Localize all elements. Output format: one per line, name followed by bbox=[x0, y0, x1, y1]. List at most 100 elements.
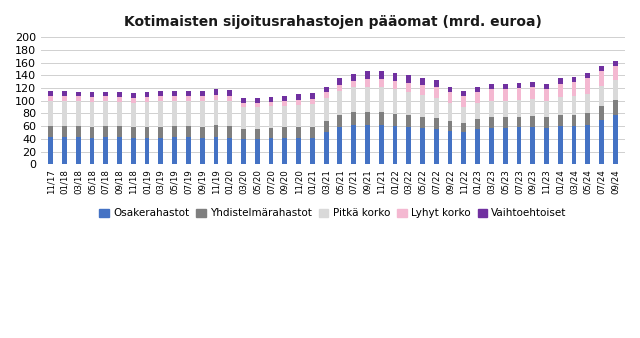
Bar bbox=[531, 116, 535, 127]
Bar bbox=[337, 91, 342, 115]
Bar bbox=[296, 138, 301, 164]
Bar bbox=[461, 91, 467, 96]
Bar bbox=[241, 107, 246, 129]
Bar bbox=[406, 92, 411, 115]
Bar bbox=[420, 78, 425, 85]
Bar bbox=[544, 128, 549, 164]
Bar bbox=[379, 71, 383, 79]
Bar bbox=[296, 94, 301, 100]
Bar bbox=[586, 113, 590, 125]
Bar bbox=[103, 101, 108, 126]
Bar bbox=[447, 121, 452, 131]
Bar bbox=[103, 126, 108, 137]
Bar bbox=[476, 129, 480, 164]
Bar bbox=[62, 91, 67, 96]
Bar bbox=[461, 123, 467, 132]
Bar bbox=[145, 97, 150, 102]
Bar bbox=[613, 80, 618, 100]
Bar bbox=[351, 81, 356, 87]
Bar bbox=[613, 66, 618, 80]
Bar bbox=[365, 125, 370, 164]
Bar bbox=[503, 117, 508, 128]
Bar bbox=[200, 91, 205, 96]
Bar bbox=[200, 127, 205, 138]
Bar bbox=[599, 71, 604, 86]
Bar bbox=[516, 83, 522, 88]
Bar bbox=[531, 99, 535, 116]
Bar bbox=[351, 74, 356, 81]
Bar bbox=[186, 101, 191, 126]
Bar bbox=[489, 101, 494, 117]
Bar bbox=[227, 126, 232, 138]
Bar bbox=[172, 101, 177, 126]
Bar bbox=[572, 96, 577, 115]
Bar bbox=[544, 117, 549, 128]
Bar bbox=[269, 106, 273, 128]
Bar bbox=[117, 126, 122, 137]
Bar bbox=[337, 78, 342, 85]
Bar bbox=[392, 114, 397, 126]
Bar bbox=[434, 119, 438, 129]
Bar bbox=[516, 127, 522, 164]
Bar bbox=[337, 115, 342, 127]
Bar bbox=[227, 101, 232, 126]
Bar bbox=[599, 106, 604, 120]
Bar bbox=[255, 139, 260, 164]
Bar bbox=[131, 103, 136, 127]
Bar bbox=[392, 89, 397, 114]
Bar bbox=[296, 104, 301, 127]
Bar bbox=[503, 101, 508, 117]
Bar bbox=[461, 107, 467, 123]
Bar bbox=[406, 115, 411, 127]
Bar bbox=[282, 101, 287, 106]
Bar bbox=[145, 102, 150, 127]
Bar bbox=[227, 96, 232, 101]
Bar bbox=[159, 101, 163, 127]
Bar bbox=[351, 87, 356, 112]
Bar bbox=[420, 117, 425, 128]
Bar bbox=[420, 85, 425, 95]
Bar bbox=[447, 103, 452, 121]
Bar bbox=[324, 121, 328, 132]
Bar bbox=[282, 96, 287, 101]
Bar bbox=[586, 73, 590, 78]
Bar bbox=[103, 92, 108, 96]
Bar bbox=[255, 98, 260, 103]
Bar bbox=[516, 117, 522, 127]
Bar bbox=[558, 115, 563, 126]
Bar bbox=[241, 129, 246, 139]
Bar bbox=[406, 75, 411, 83]
Title: Kotimaisten sijoitusrahastojen pääomat (mrd. euroa): Kotimaisten sijoitusrahastojen pääomat (… bbox=[124, 15, 542, 29]
Bar bbox=[461, 132, 467, 164]
Bar bbox=[214, 95, 218, 100]
Bar bbox=[172, 96, 177, 101]
Bar bbox=[447, 87, 452, 92]
Bar bbox=[103, 96, 108, 101]
Bar bbox=[489, 84, 494, 89]
Bar bbox=[365, 87, 370, 112]
Bar bbox=[200, 96, 205, 101]
Bar bbox=[159, 127, 163, 138]
Bar bbox=[489, 117, 494, 128]
Bar bbox=[447, 92, 452, 103]
Bar bbox=[62, 96, 67, 101]
Bar bbox=[62, 126, 67, 137]
Bar bbox=[76, 96, 81, 101]
Bar bbox=[117, 97, 122, 102]
Bar bbox=[145, 92, 150, 97]
Bar bbox=[572, 76, 577, 81]
Bar bbox=[90, 102, 94, 127]
Bar bbox=[48, 96, 53, 101]
Bar bbox=[531, 127, 535, 164]
Bar bbox=[159, 91, 163, 96]
Bar bbox=[48, 101, 53, 126]
Bar bbox=[558, 83, 563, 97]
Bar bbox=[599, 120, 604, 164]
Bar bbox=[282, 138, 287, 164]
Bar bbox=[214, 137, 218, 164]
Bar bbox=[572, 115, 577, 126]
Bar bbox=[269, 97, 273, 102]
Bar bbox=[572, 81, 577, 96]
Bar bbox=[544, 89, 549, 101]
Bar bbox=[476, 103, 480, 119]
